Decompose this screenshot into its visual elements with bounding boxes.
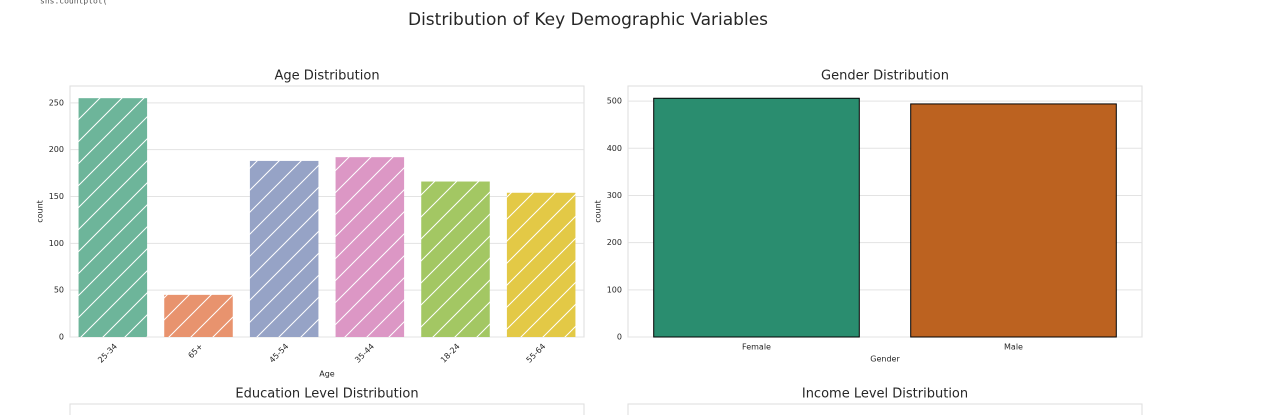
x-tick-label: Male [1004,343,1023,352]
y-tick-label: 200 [49,145,64,154]
y-tick-label: 500 [607,97,622,106]
y-tick-label: 100 [49,239,64,248]
y-axis-label: count [36,200,45,223]
x-tick-label: 65+ [186,342,204,360]
bar [653,97,860,338]
y-tick-label: 0 [59,333,64,342]
chart-title: Age Distribution [274,69,379,84]
y-tick-label: 400 [607,144,622,153]
bar [78,98,148,337]
bar [910,103,1117,338]
x-tick-label: 55-64 [525,342,548,365]
code-fragment: sns.countplot( [40,0,107,6]
plot-frame [627,403,1143,415]
x-tick-label: 25-34 [96,342,119,365]
y-tick-label: 0 [617,333,622,342]
x-tick-label: 45-54 [268,342,291,365]
y-tick-label: 100 [607,285,622,294]
chart-title: Income Level Distribution [802,387,968,402]
bar [335,157,405,337]
x-axis-label: Age [319,370,335,379]
x-tick-label: Female [742,343,771,352]
y-tick-label: 300 [607,191,622,200]
bar [249,160,319,337]
plot-frame [69,403,585,415]
y-tick-label: 250 [49,98,64,107]
figure-title: Distribution of Key Demographic Variable… [408,10,768,30]
bar [164,294,233,337]
x-tick-label: 18-24 [439,342,462,365]
chart-title: Education Level Distribution [235,387,418,402]
x-axis-label: Gender [870,355,900,364]
x-tick-label: 35-44 [353,342,376,365]
y-tick-label: 150 [49,192,64,201]
y-tick-label: 50 [54,286,64,295]
chart-title: Gender Distribution [821,69,949,84]
bar [506,192,576,337]
y-tick-label: 200 [607,238,622,247]
y-axis-label: count [594,200,603,223]
bar [421,181,490,337]
